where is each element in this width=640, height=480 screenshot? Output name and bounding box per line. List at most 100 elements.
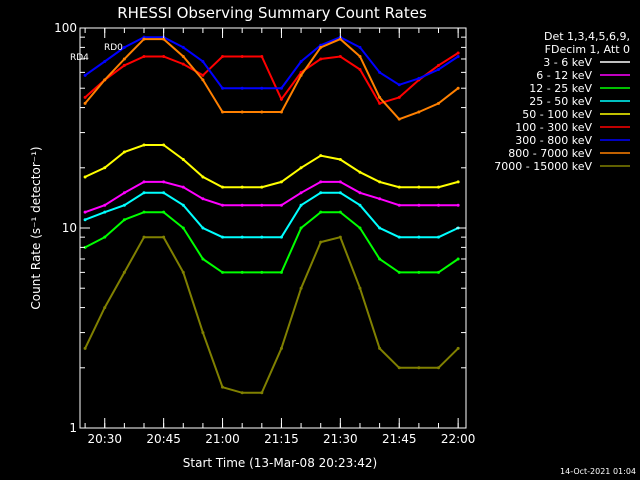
series-point-3 [162, 191, 166, 195]
series-point-8 [437, 366, 441, 370]
series-point-3 [437, 235, 441, 239]
series-point-5 [221, 55, 225, 59]
legend-label: 3 - 6 keV [543, 56, 592, 69]
series-point-7 [83, 101, 87, 105]
series-point-1 [181, 185, 185, 189]
series-point-6 [122, 45, 126, 49]
series-point-0 [456, 337, 460, 341]
series-point-7 [358, 55, 362, 59]
series-point-3 [358, 203, 362, 207]
y-tick-label: 1 [69, 421, 77, 435]
x-tick-label: 20:45 [146, 432, 181, 446]
x-tick-label: 20:30 [87, 432, 122, 446]
series-point-2 [181, 226, 185, 230]
series-point-8 [299, 286, 303, 290]
series-point-6 [397, 83, 401, 87]
series-point-2 [142, 210, 146, 214]
series-point-5 [378, 101, 382, 105]
series-point-8 [122, 270, 126, 274]
series-point-6 [358, 45, 362, 49]
series-point-8 [397, 366, 401, 370]
series-point-8 [162, 235, 166, 239]
series-point-0 [221, 346, 225, 350]
y-axis: 1 10 100 [54, 21, 466, 435]
marker-label-rd0: RD0 [104, 43, 123, 53]
legend-label: 7000 - 15000 keV [494, 160, 592, 173]
series-point-3 [319, 191, 323, 195]
x-tick-label: 22:00 [441, 432, 476, 446]
series-point-0 [338, 218, 342, 222]
series-point-4 [122, 150, 126, 154]
series-point-7 [162, 37, 166, 41]
series-point-5 [240, 55, 244, 59]
legend-label: 800 - 7000 keV [508, 147, 592, 160]
series-line-0 [84, 218, 459, 350]
series-point-2 [162, 210, 166, 214]
series-point-1 [240, 203, 244, 207]
series-point-2 [260, 270, 264, 274]
series-point-4 [397, 185, 401, 189]
series-point-1 [378, 197, 382, 201]
series-point-5 [122, 63, 126, 67]
series-point-1 [279, 203, 283, 207]
series-point-0 [240, 346, 244, 350]
series-line-3 [84, 191, 459, 239]
series-point-4 [240, 185, 244, 189]
series-point-0 [279, 331, 283, 335]
series-point-8 [279, 346, 283, 350]
x-tick-label: 21:45 [382, 432, 417, 446]
series-point-3 [299, 203, 303, 207]
series-point-4 [279, 180, 283, 184]
series-point-7 [279, 110, 283, 114]
timestamp: 14-Oct-2021 01:04 [560, 467, 636, 476]
series-point-1 [338, 180, 342, 184]
series-point-1 [417, 203, 421, 207]
series-point-3 [279, 235, 283, 239]
series-point-5 [260, 55, 264, 59]
series-point-4 [162, 143, 166, 147]
series-point-3 [397, 235, 401, 239]
series-point-8 [103, 306, 107, 310]
series-point-0 [299, 270, 303, 274]
series-point-6 [240, 86, 244, 90]
legend-label: 50 - 100 keV [522, 108, 592, 121]
series-point-7 [378, 95, 382, 99]
series-point-6 [456, 55, 460, 59]
legend-label: 100 - 300 keV [515, 121, 592, 134]
series-point-7 [417, 110, 421, 114]
legend-header-line-2: FDecim 1, Att 0 [545, 43, 630, 56]
series-point-0 [358, 270, 362, 274]
series-point-8 [358, 286, 362, 290]
series-point-1 [162, 180, 166, 184]
series-point-0 [162, 218, 166, 222]
series-point-4 [319, 154, 323, 158]
series-point-2 [279, 270, 283, 274]
series-point-1 [319, 180, 323, 184]
series-point-5 [456, 51, 460, 55]
series-point-2 [201, 257, 205, 261]
series-point-2 [338, 210, 342, 214]
series-point-6 [319, 43, 323, 47]
series-point-5 [338, 55, 342, 59]
series-point-7 [240, 110, 244, 114]
series-point-7 [456, 86, 460, 90]
series-point-5 [181, 62, 185, 66]
legend-label: 12 - 25 keV [529, 82, 592, 95]
series-point-6 [181, 45, 185, 49]
series-point-0 [397, 346, 401, 350]
series-point-3 [201, 226, 205, 230]
series-point-2 [240, 270, 244, 274]
series-point-2 [417, 270, 421, 274]
series-point-0 [437, 346, 441, 350]
series-point-7 [338, 37, 342, 41]
series-point-4 [417, 185, 421, 189]
series-point-0 [181, 257, 185, 261]
x-axis-label: Start Time (13-Mar-08 20:23:42) [183, 456, 377, 470]
series-point-7 [181, 55, 185, 59]
series-point-6 [437, 68, 441, 72]
series-point-1 [437, 203, 441, 207]
series-point-3 [417, 235, 421, 239]
series-point-7 [122, 57, 126, 61]
series-line-4 [84, 144, 459, 189]
